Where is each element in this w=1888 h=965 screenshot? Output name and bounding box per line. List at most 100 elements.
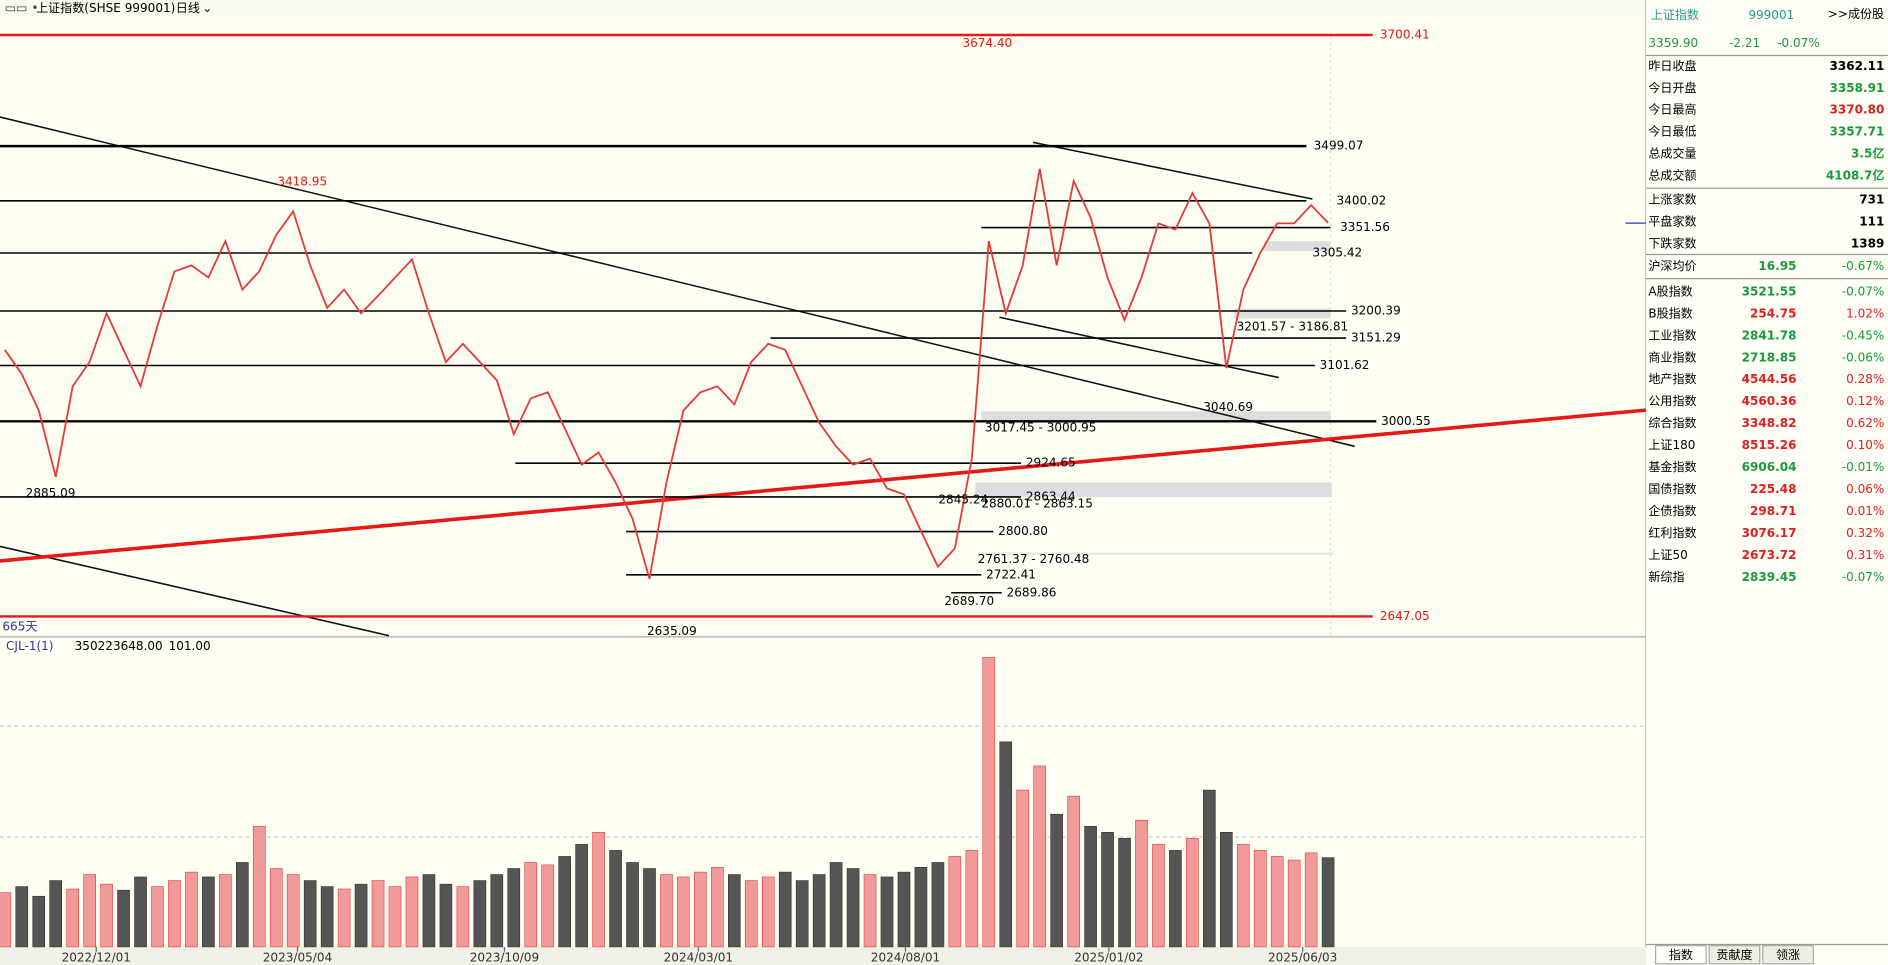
x-tick-label: 2025/06/03 <box>1268 950 1337 964</box>
level-label: 2800.80 <box>998 524 1048 538</box>
volume-bar <box>320 886 334 948</box>
index-name[interactable]: 地产指数 <box>1648 371 1696 386</box>
index-percent: 0.62% <box>1846 416 1884 430</box>
volume-bar <box>100 883 113 948</box>
volume-bar <box>1253 850 1267 948</box>
index-percent: -0.45% <box>1842 328 1885 342</box>
constituents-link[interactable]: >>成份股 <box>1828 7 1884 21</box>
tab[interactable] <box>1655 945 1707 965</box>
volume-bar <box>1135 819 1148 948</box>
index-name[interactable]: 综合指数 <box>1648 415 1696 430</box>
level-label: 2647.05 <box>1380 609 1430 623</box>
volume-bar <box>1321 857 1335 948</box>
row-label: 下跌家数 <box>1648 236 1696 251</box>
volume-bar <box>1084 825 1097 948</box>
volume-bar <box>1270 856 1284 948</box>
trendlines <box>0 116 1647 637</box>
index-name[interactable]: 基金指数 <box>1648 459 1696 474</box>
volume-bar <box>0 892 12 948</box>
volume-bar <box>1067 795 1080 948</box>
index-name[interactable]: A股指数 <box>1648 283 1692 298</box>
toolbar-title[interactable]: 上证指数(SHSE 999001) <box>36 0 175 15</box>
volume-bar <box>694 871 707 948</box>
trendline <box>1032 141 1313 200</box>
index-name[interactable]: 公用指数 <box>1648 393 1696 408</box>
x-tick-label: 2024/08/01 <box>871 950 940 964</box>
volume-bar <box>151 886 164 948</box>
volume-bar <box>677 876 690 948</box>
peak-label: 2885.09 <box>26 486 76 500</box>
index-percent: -0.07% <box>1842 284 1885 298</box>
volume-bar <box>168 880 181 948</box>
zone <box>1234 308 1331 319</box>
tab-label[interactable]: 贡献度 <box>1716 947 1752 962</box>
row-label: 今日最高 <box>1648 102 1696 117</box>
volume-bar <box>303 880 317 948</box>
index-value: 3076.17 <box>1742 526 1797 540</box>
peak-label: 2689.70 <box>944 594 994 608</box>
index-value: 6906.04 <box>1742 460 1797 474</box>
trendline <box>0 545 390 637</box>
level-label: 3000.55 <box>1381 414 1431 428</box>
row-value: 3.5亿 <box>1851 146 1884 161</box>
index-percent: 0.32% <box>1846 526 1884 540</box>
volume-bar <box>286 874 300 948</box>
index-value: 8515.26 <box>1742 438 1797 452</box>
row-value: 1389 <box>1851 237 1885 251</box>
trendline <box>999 316 1279 379</box>
volume-bar <box>592 832 605 948</box>
volume-bar <box>1118 838 1131 948</box>
volume-bar <box>846 868 860 948</box>
index-name[interactable]: 企债指数 <box>1648 503 1696 518</box>
index-value: 3348.82 <box>1742 416 1797 430</box>
volume-bar <box>236 862 249 948</box>
x-tick-label: 2022/12/01 <box>62 950 131 964</box>
volume-bar <box>1219 832 1233 948</box>
row-value: 731 <box>1859 193 1884 207</box>
volume-bar <box>541 864 555 948</box>
tab[interactable] <box>1762 945 1814 965</box>
index-percent: 0.28% <box>1846 372 1884 386</box>
volume-bar <box>711 866 724 948</box>
toolbar <box>0 0 1646 17</box>
volume-bar <box>626 862 639 948</box>
volume-bar <box>117 889 130 948</box>
row-value: 3357.71 <box>1830 125 1885 139</box>
index-name[interactable]: 工业指数 <box>1648 327 1696 342</box>
zones <box>975 241 1333 555</box>
index-name[interactable]: 国债指数 <box>1648 481 1696 496</box>
index-name[interactable]: 上证50 <box>1648 548 1687 562</box>
volume-bar <box>880 876 894 948</box>
tab-label[interactable]: 领涨 <box>1776 947 1800 962</box>
volume-bar <box>1287 859 1301 948</box>
peak-label: 3040.69 <box>1203 400 1253 414</box>
volume-bar <box>660 874 673 948</box>
dropdown-arrow[interactable]: ⌄ <box>202 1 212 15</box>
volume-bar <box>558 856 571 948</box>
level-label: 3151.29 <box>1351 331 1401 345</box>
volume-bar <box>609 850 622 948</box>
row-value: 3362.11 <box>1830 59 1885 73</box>
index-value: 2673.72 <box>1742 548 1797 562</box>
index-name[interactable]: B股指数 <box>1648 305 1692 320</box>
index-name[interactable]: 商业指数 <box>1648 349 1696 364</box>
level-label: 2689.86 <box>1007 585 1057 599</box>
index-value: 4560.36 <box>1742 394 1797 408</box>
index-name[interactable]: 新综指 <box>1648 569 1684 584</box>
index-percent: 0.31% <box>1846 548 1884 562</box>
index-percent: 0.06% <box>1846 482 1884 496</box>
volume-readout: 350223648.00 <box>75 639 163 653</box>
index-name[interactable]: 上证180 <box>1648 438 1695 452</box>
row-label: 平盘家数 <box>1648 214 1696 229</box>
quote-panel <box>1645 0 1888 965</box>
tab-label[interactable]: 指数 <box>1669 947 1693 962</box>
level-label: 3351.56 <box>1340 220 1390 234</box>
level-label: 3700.41 <box>1380 27 1430 41</box>
tab[interactable] <box>1708 945 1761 965</box>
period-selector[interactable]: 日线 <box>176 1 200 15</box>
row-label: 沪深均价 <box>1648 259 1696 273</box>
volume-label[interactable]: CJL-1(1) <box>6 639 54 653</box>
index-name[interactable]: 红利指数 <box>1648 525 1696 540</box>
volume-bar <box>371 880 385 948</box>
